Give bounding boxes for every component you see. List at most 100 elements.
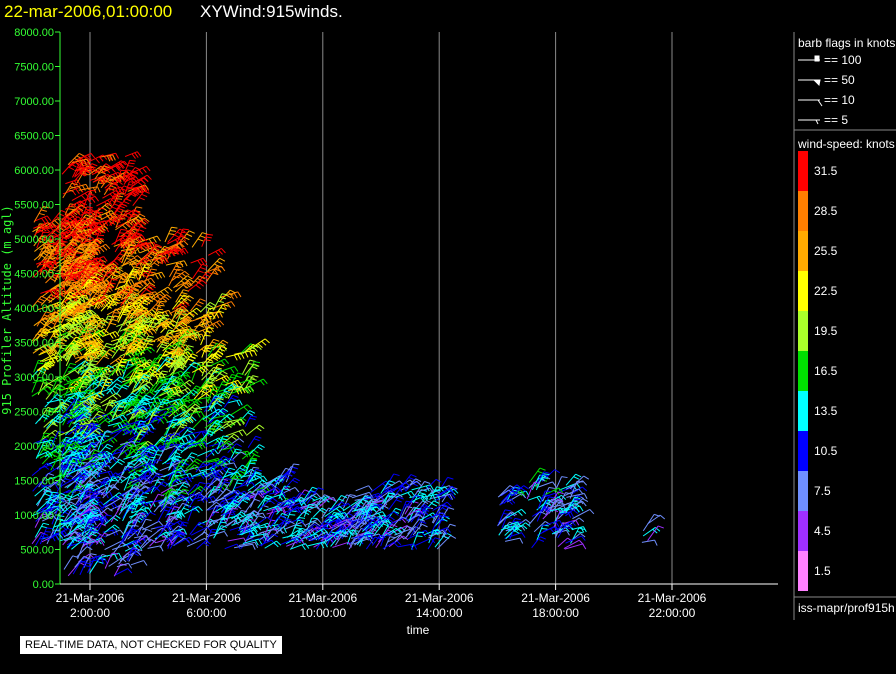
wind-barb	[37, 223, 57, 234]
wind-barb	[31, 386, 53, 397]
wind-barbs	[31, 151, 666, 577]
wind-barb	[34, 486, 51, 497]
wind-barb	[34, 522, 50, 538]
speed-swatch	[798, 151, 808, 191]
wind-barb	[531, 536, 546, 549]
x-ticks: 21-Mar-20062:00:0021-Mar-20066:00:0021-M…	[56, 584, 707, 620]
quality-warning-label: REAL-TIME DATA, NOT CHECKED FOR QUALITY	[20, 636, 282, 654]
wind-barb	[79, 495, 100, 508]
x-axis-label: time	[407, 623, 430, 637]
wind-barb	[558, 482, 581, 491]
wind-barb	[34, 342, 57, 352]
wind-barb	[432, 501, 452, 511]
speed-label: 16.5	[814, 364, 838, 378]
wind-barb	[33, 205, 49, 223]
y-tick-label: 4000.00	[14, 303, 54, 315]
speed-swatch	[798, 231, 808, 271]
wind-barb	[132, 190, 150, 207]
wind-barb	[56, 474, 73, 492]
wind-barb	[67, 524, 86, 535]
x-tick-date: 21-Mar-2006	[56, 591, 125, 605]
wind-barb	[63, 248, 78, 261]
speed-swatch	[798, 511, 808, 551]
wind-barb	[565, 473, 582, 486]
wind-barb	[207, 248, 226, 257]
wind-barb	[227, 399, 243, 407]
x-tick-time: 2:00:00	[70, 606, 110, 620]
wind-barb	[319, 497, 336, 507]
wind-barb	[52, 401, 68, 414]
wind-barb	[107, 414, 128, 423]
y-tick-label: 5000.00	[14, 234, 54, 246]
wind-barb	[63, 555, 79, 570]
y-tick-label: 1000.00	[14, 510, 54, 522]
wind-barb	[206, 265, 224, 282]
wind-barb	[62, 182, 78, 199]
barb-flag-sample	[798, 119, 820, 125]
wind-barb	[641, 539, 658, 546]
speed-swatch	[798, 551, 808, 591]
wind-barb	[109, 459, 125, 470]
speed-swatch	[798, 391, 808, 431]
speed-swatch	[798, 471, 808, 511]
wind-barb	[39, 245, 56, 253]
x-tick-time: 14:00:00	[416, 606, 463, 620]
wind-barb	[38, 432, 51, 448]
speed-label: 25.5	[814, 244, 838, 258]
wind-barb	[259, 526, 280, 540]
speed-swatch	[798, 311, 808, 351]
chart-title-product: XYWind:915winds.	[200, 2, 343, 21]
y-tick-label: 0.00	[33, 579, 54, 591]
wind-barb	[46, 529, 60, 545]
x-tick-date: 21-Mar-2006	[172, 591, 241, 605]
wind-barb	[124, 151, 142, 159]
wind-barb	[36, 451, 53, 458]
wind-barb	[31, 462, 53, 477]
wind-barb	[94, 457, 117, 468]
wind-barb	[65, 483, 86, 497]
wind-barb	[37, 362, 54, 372]
wind-barb	[67, 152, 85, 166]
y-tick-label: 500.00	[20, 545, 54, 557]
speed-label: 10.5	[814, 444, 838, 458]
wind-barb	[43, 481, 60, 493]
wind-barb	[39, 527, 53, 545]
flag-label-50: == 50	[824, 73, 855, 87]
wind-barb	[227, 537, 247, 544]
wind-barb	[104, 315, 121, 333]
barb-flag-sample	[798, 55, 820, 62]
flag-label-100: == 100	[824, 53, 862, 67]
wind-barb	[267, 493, 286, 501]
wind-barb	[63, 445, 82, 455]
speed-color-swatches	[798, 151, 808, 591]
wind-barb	[188, 493, 204, 509]
y-axis-label: 915 Profiler Altitude (m agl)	[0, 205, 14, 415]
wind-barb	[31, 295, 47, 308]
wind-barb	[115, 384, 130, 395]
legend-flags-title: barb flags in knots	[798, 36, 896, 50]
wind-barb	[647, 514, 666, 525]
wind-barb	[244, 415, 257, 427]
wind-barb	[41, 515, 58, 522]
chart-title-date: 22-mar-2006,01:00:00	[4, 2, 173, 21]
y-tick-label: 6500.00	[14, 131, 54, 143]
x-tick-time: 10:00:00	[299, 606, 346, 620]
wind-barb	[47, 506, 65, 516]
wind-barb	[50, 453, 66, 471]
speed-label: 28.5	[814, 204, 838, 218]
y-tick-label: 3000.00	[14, 372, 54, 384]
wind-barb	[191, 415, 211, 430]
wind-barb	[32, 264, 51, 278]
wind-barb	[186, 537, 210, 547]
speed-label: 31.5	[814, 164, 838, 178]
wind-barb	[34, 215, 52, 224]
y-tick-label: 5500.00	[14, 200, 54, 212]
x-tick-time: 6:00:00	[186, 606, 226, 620]
y-tick-label: 7000.00	[14, 96, 54, 108]
wind-barb	[35, 413, 50, 425]
speed-swatch	[798, 431, 808, 471]
speed-label: 13.5	[814, 404, 838, 418]
speed-label: 19.5	[814, 324, 838, 338]
wind-barb	[57, 412, 72, 424]
